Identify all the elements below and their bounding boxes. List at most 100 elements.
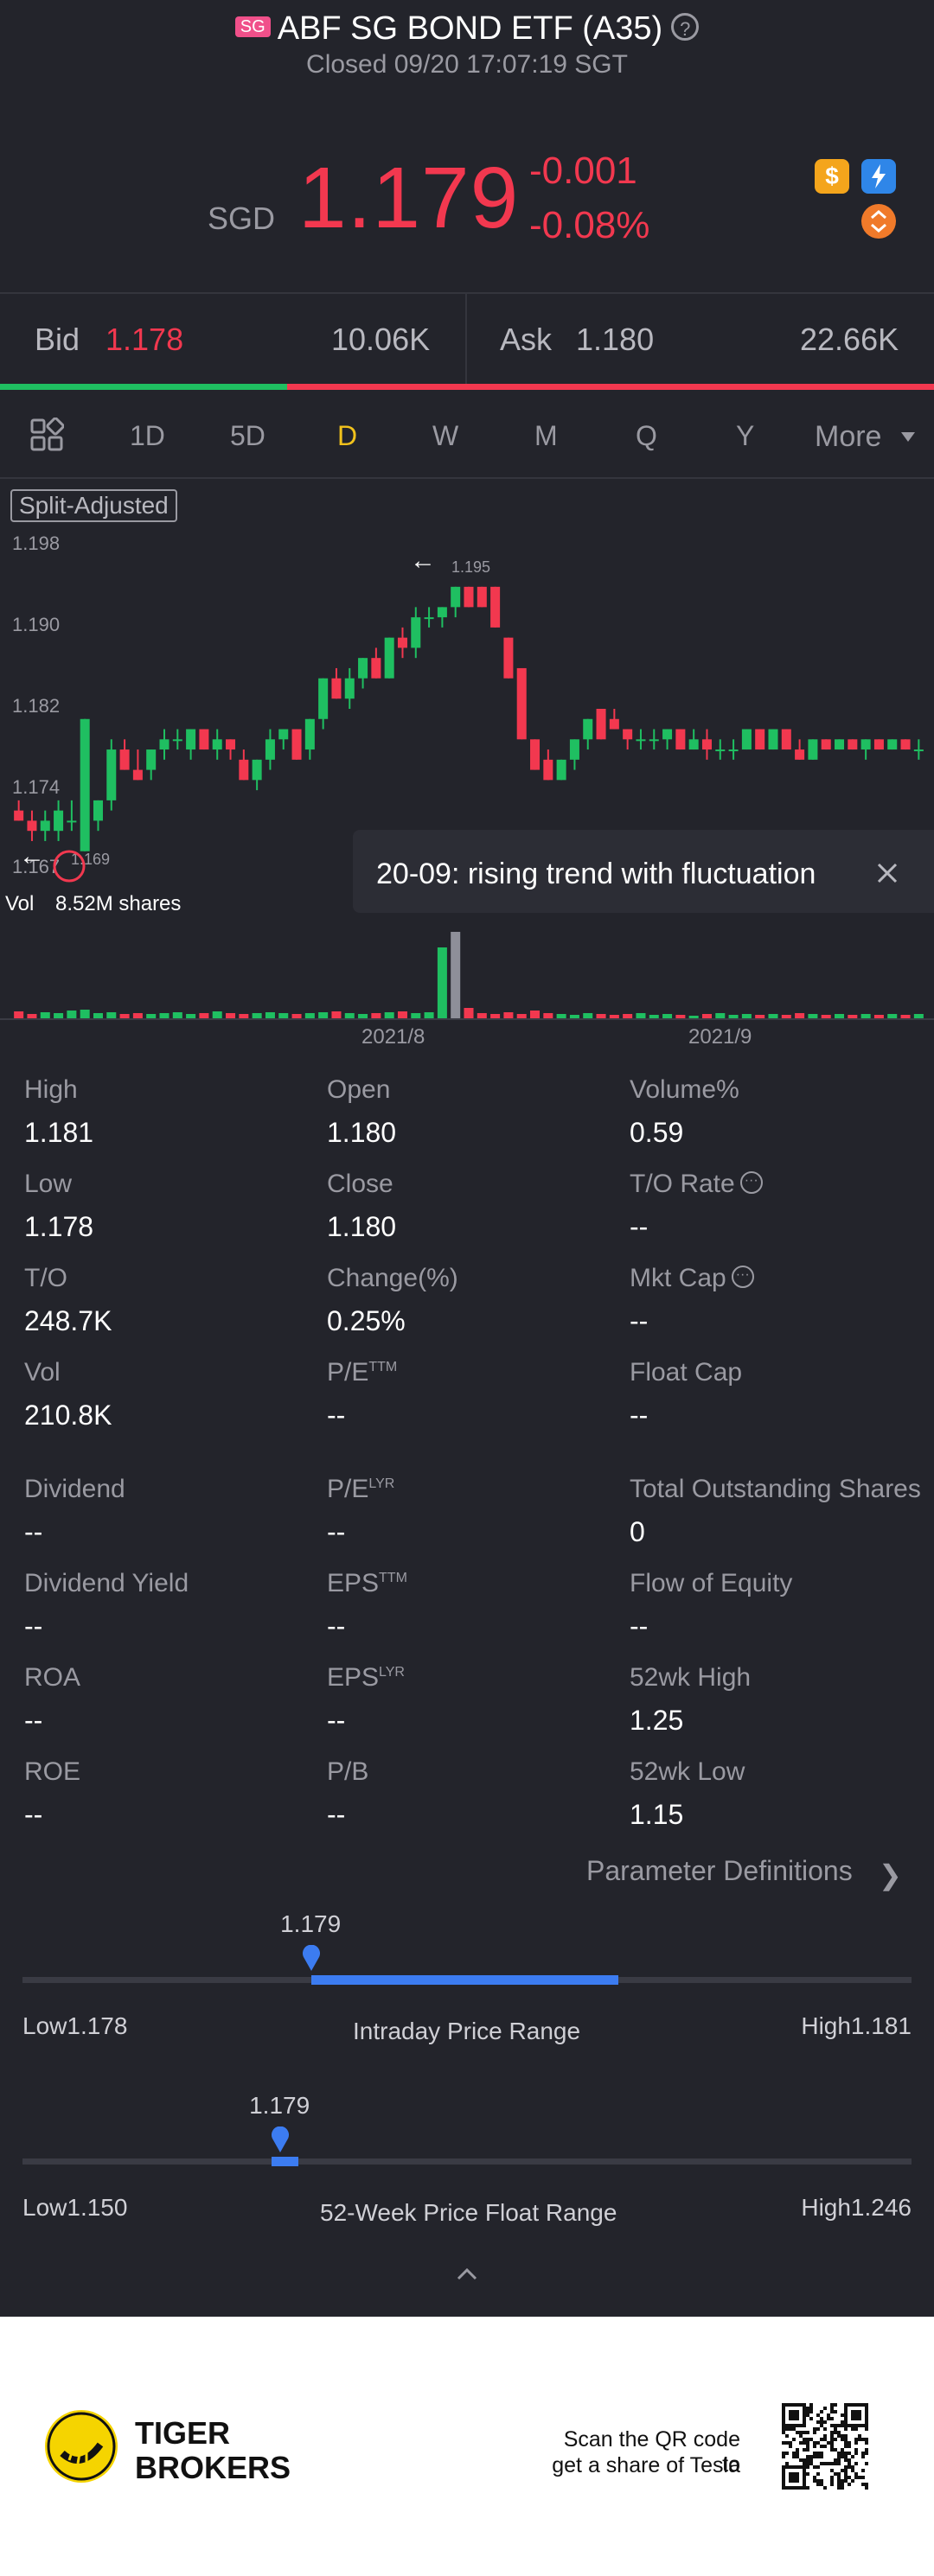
stat-value: -- (24, 1705, 43, 1736)
indicator-grid-icon[interactable] (29, 418, 64, 452)
qr-module (806, 2462, 809, 2465)
volume-bar (609, 1015, 619, 1018)
candle-body (424, 617, 434, 620)
tab-m[interactable]: M (534, 420, 558, 451)
tab-5d[interactable]: 5D (230, 420, 265, 451)
stat-value: -- (24, 1799, 43, 1830)
qr-module (789, 2472, 792, 2476)
qr-module (834, 2472, 837, 2476)
split-adjusted-toggle[interactable]: Split-Adjusted (10, 489, 177, 522)
close-icon[interactable] (873, 859, 901, 887)
volume-bar (397, 1011, 407, 1018)
qr-module (803, 2472, 806, 2476)
stat-label-text: Dividend (24, 1475, 125, 1503)
stat-label[interactable]: T/O Rate ··· (630, 1170, 763, 1199)
parameter-definitions-link[interactable]: Parameter Definitions (586, 1855, 853, 1886)
stat-label-text: High (24, 1075, 78, 1104)
qr-module (789, 2403, 792, 2407)
qr-module (782, 2403, 785, 2407)
stat-label: Volume% (630, 1075, 739, 1105)
qr-module (809, 2417, 813, 2420)
qr-module (844, 2472, 848, 2476)
brand-name-line1: TIGER (135, 2415, 231, 2451)
volume-bar (132, 1013, 143, 1018)
volume-bar (318, 1012, 329, 1018)
qr-module (854, 2472, 858, 2476)
volume-bar (212, 1011, 222, 1018)
qr-module (809, 2455, 813, 2458)
qr-module (827, 2441, 830, 2445)
high-marker-label: 1.195 (451, 558, 490, 576)
stat-value: 210.8K (24, 1400, 112, 1431)
qr-module (820, 2455, 823, 2458)
qr-module (803, 2431, 806, 2434)
stat-value: 1.178 (24, 1211, 94, 1242)
qr-module (865, 2452, 868, 2455)
qr-module (861, 2438, 865, 2441)
exchange-icon[interactable] (861, 204, 896, 239)
qr-module (785, 2434, 789, 2438)
qr-module (844, 2476, 848, 2479)
qr-module (858, 2424, 861, 2427)
volume-bar (331, 1011, 342, 1018)
chevron-up-icon[interactable] (455, 2265, 479, 2282)
qr-module (830, 2448, 834, 2452)
low-point-highlight (53, 850, 86, 883)
help-icon[interactable]: ? (671, 12, 700, 41)
qr-module (830, 2407, 834, 2410)
chevron-right-icon[interactable]: ❯ (879, 1859, 902, 1891)
intraday-current-price: 1.179 (280, 1910, 342, 1937)
stat-label-text: T/O (24, 1264, 67, 1292)
volume-bar (781, 1015, 791, 1018)
more-info-icon[interactable]: ··· (731, 1266, 754, 1289)
flash-icon[interactable] (861, 159, 896, 194)
qr-module (803, 2479, 806, 2483)
qr-module (854, 2424, 858, 2427)
tab-more[interactable]: More (815, 420, 882, 453)
tab-q[interactable]: Q (636, 420, 657, 451)
qr-module (830, 2441, 834, 2445)
qr-module (816, 2441, 820, 2445)
qr-module (865, 2462, 868, 2465)
tab-y[interactable]: Y (736, 420, 755, 451)
tab-1d[interactable]: 1D (130, 420, 165, 451)
qr-module (841, 2452, 844, 2455)
52week-current-price: 1.179 (249, 2092, 310, 2119)
qr-module (865, 2413, 868, 2417)
candle-body (490, 586, 501, 628)
qr-module (827, 2417, 830, 2420)
tab-w[interactable]: W (432, 420, 459, 451)
52week-range-track (22, 2158, 912, 2165)
chevron-down-icon[interactable] (901, 432, 915, 442)
qr-module (865, 2427, 868, 2431)
qr-module (813, 2431, 816, 2434)
bid-ask-separator (465, 294, 467, 384)
candlestick-chart[interactable]: ← 1.195 ← 1.169 (0, 519, 934, 1037)
stat-value: 0 (630, 1516, 645, 1547)
currency-label: SGD (208, 201, 276, 236)
qr-module (865, 2424, 868, 2427)
candle-body (212, 739, 222, 750)
qr-module (803, 2458, 806, 2462)
qr-module (785, 2462, 789, 2465)
qr-module (806, 2458, 809, 2462)
qr-module (796, 2465, 799, 2469)
stat-label: Vol (24, 1358, 61, 1387)
qr-module (792, 2424, 796, 2427)
qr-module (830, 2476, 834, 2479)
qr-module (782, 2476, 785, 2479)
more-info-icon[interactable]: ··· (739, 1171, 763, 1195)
stat-label[interactable]: Mkt Cap ··· (630, 1264, 754, 1293)
qr-module (830, 2462, 834, 2465)
volume-bar (848, 1015, 858, 1018)
qr-module (803, 2465, 806, 2469)
stat-label-text: Dividend Yield (24, 1569, 189, 1597)
volume-value: 8.52M shares (55, 892, 182, 915)
qr-module (799, 2424, 803, 2427)
qr-module (803, 2448, 806, 2452)
qr-module (813, 2476, 816, 2479)
tab-d[interactable]: D (337, 420, 358, 451)
dollar-icon[interactable]: $ (815, 159, 849, 194)
qr-module (796, 2452, 799, 2455)
qr-module (799, 2486, 803, 2490)
